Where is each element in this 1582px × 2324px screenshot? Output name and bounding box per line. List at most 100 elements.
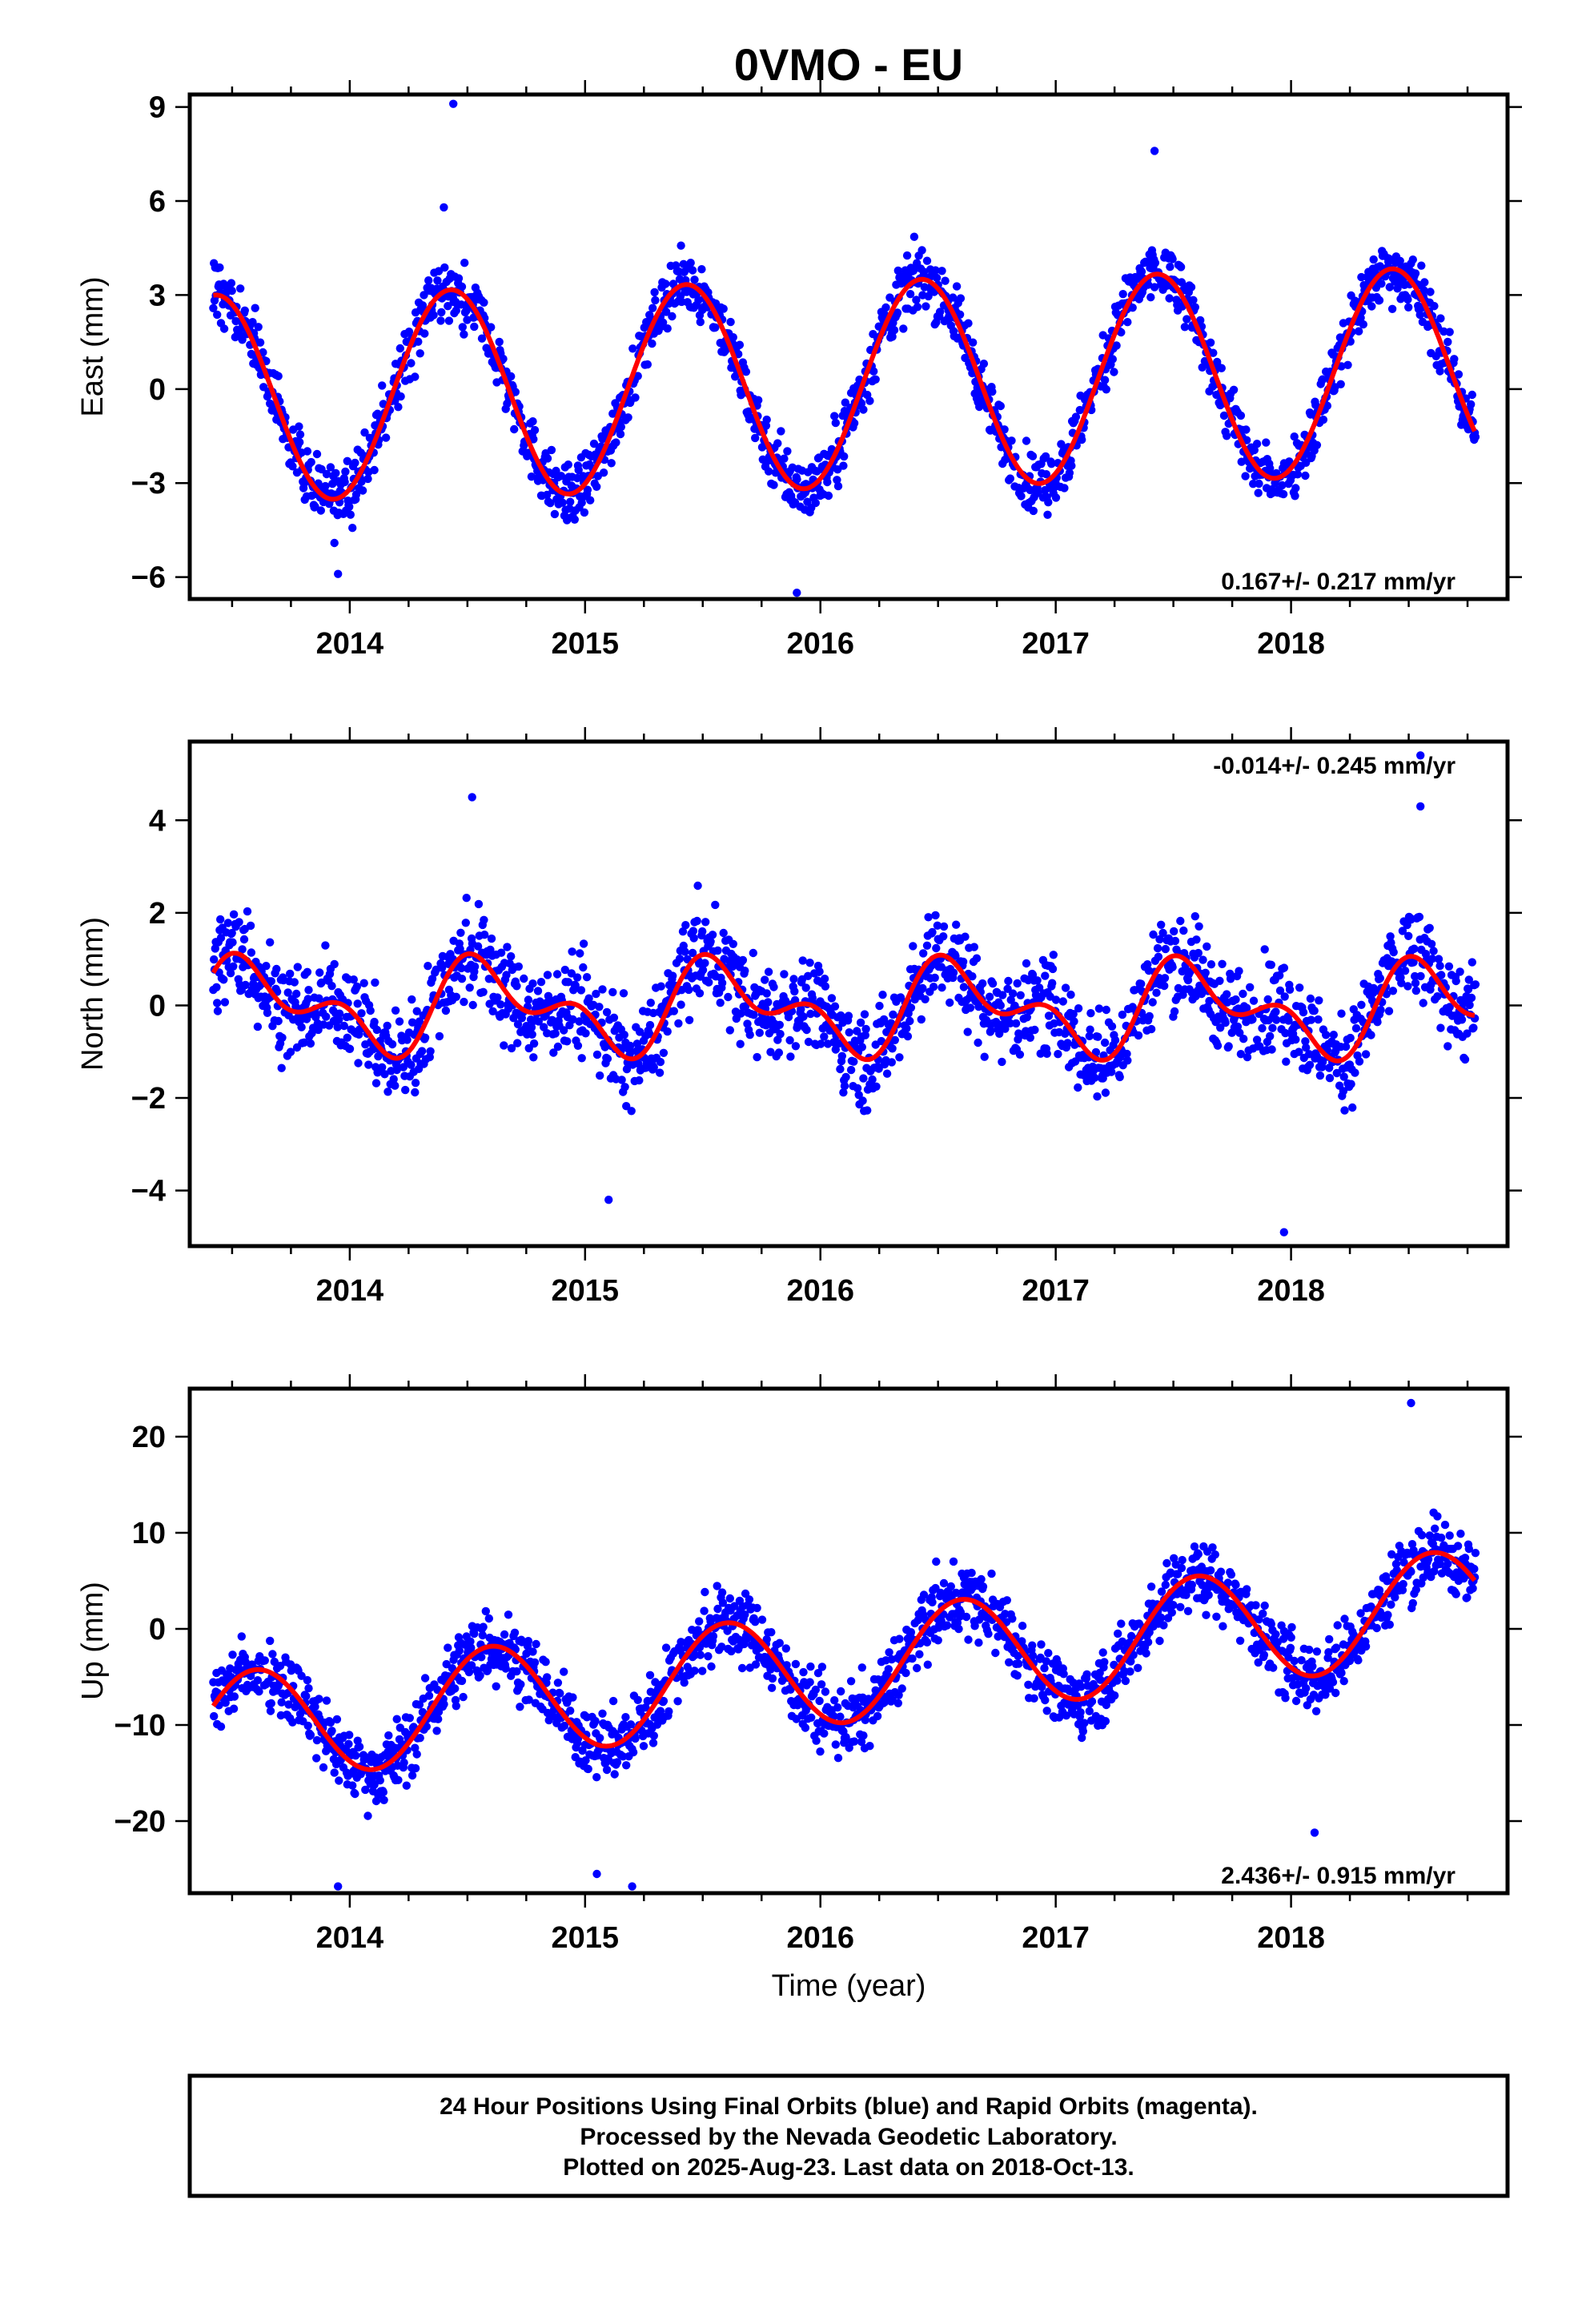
data-point xyxy=(946,998,954,1007)
data-point xyxy=(543,971,552,979)
data-point xyxy=(270,1657,279,1667)
data-point xyxy=(988,979,998,988)
data-point xyxy=(895,1053,904,1062)
data-point xyxy=(1098,1648,1107,1657)
data-point xyxy=(387,1039,397,1049)
data-point xyxy=(582,973,592,982)
y-tick-label: 0 xyxy=(149,373,166,407)
data-point xyxy=(267,1699,275,1708)
data-point xyxy=(1194,1550,1203,1558)
data-point xyxy=(216,915,225,924)
data-point xyxy=(432,1727,441,1735)
data-point xyxy=(628,1747,638,1757)
data-point xyxy=(701,918,710,927)
data-point xyxy=(656,1707,665,1715)
data-point xyxy=(741,967,749,975)
data-point xyxy=(1208,1543,1217,1552)
data-point xyxy=(789,975,798,983)
data-point xyxy=(920,283,930,292)
data-point xyxy=(1034,983,1044,992)
data-point xyxy=(470,322,479,332)
data-point xyxy=(322,469,331,479)
data-point xyxy=(906,1628,916,1637)
data-point xyxy=(576,986,586,995)
data-point xyxy=(1325,1074,1335,1083)
data-point xyxy=(522,1649,531,1659)
data-point xyxy=(905,1016,914,1026)
data-point xyxy=(283,988,292,997)
data-point xyxy=(1112,341,1121,350)
data-point xyxy=(577,498,586,507)
data-point xyxy=(1142,1649,1150,1658)
data-point xyxy=(753,1052,761,1062)
data-point xyxy=(1280,992,1289,1001)
data-point xyxy=(632,1039,642,1048)
data-point xyxy=(701,959,709,967)
data-point xyxy=(295,430,305,439)
data-point xyxy=(488,1007,497,1016)
data-point xyxy=(1278,480,1287,490)
data-point xyxy=(467,1643,476,1652)
data-point xyxy=(1159,1621,1168,1630)
data-point xyxy=(1187,1580,1197,1590)
data-point xyxy=(528,1647,537,1656)
data-point xyxy=(968,972,977,981)
data-point xyxy=(717,1588,727,1597)
data-point xyxy=(330,959,339,969)
data-point xyxy=(909,232,919,241)
data-point xyxy=(1022,959,1031,968)
data-point xyxy=(905,290,915,299)
data-point xyxy=(1411,986,1421,995)
data-point xyxy=(1434,955,1443,963)
data-point xyxy=(479,1622,488,1631)
data-point xyxy=(833,481,843,491)
data-point xyxy=(457,1676,467,1686)
data-point xyxy=(255,338,265,347)
data-point xyxy=(1346,1033,1355,1043)
data-point xyxy=(327,982,336,991)
data-point xyxy=(833,476,841,485)
data-point xyxy=(602,1007,612,1017)
fit-line xyxy=(211,951,1476,1063)
data-point xyxy=(680,1678,689,1687)
data-point xyxy=(1456,967,1464,976)
data-point xyxy=(1051,493,1061,502)
data-point xyxy=(437,308,446,317)
data-point xyxy=(857,1663,867,1672)
data-point xyxy=(673,1697,682,1706)
data-point xyxy=(221,1699,230,1707)
data-point xyxy=(1339,1087,1348,1096)
data-point xyxy=(520,974,528,983)
data-point xyxy=(543,454,552,463)
data-point xyxy=(507,952,516,961)
data-point xyxy=(507,1043,516,1053)
data-point xyxy=(961,932,970,941)
data-point xyxy=(857,399,866,408)
data-point xyxy=(1047,460,1056,468)
data-point xyxy=(366,1006,375,1015)
data-point xyxy=(1146,1582,1156,1591)
data-point xyxy=(985,992,994,1001)
data-point xyxy=(1249,480,1258,489)
data-point xyxy=(370,1780,379,1789)
data-point xyxy=(801,1723,810,1732)
data-point xyxy=(288,462,297,471)
data-point xyxy=(716,999,725,1007)
data-point xyxy=(1268,1023,1277,1032)
data-point xyxy=(560,1667,568,1676)
data-point xyxy=(303,967,312,977)
data-point xyxy=(1007,436,1016,445)
data-point xyxy=(1284,1016,1293,1025)
data-point xyxy=(564,978,572,987)
data-point xyxy=(1271,1007,1280,1016)
data-point xyxy=(678,927,688,936)
data-point xyxy=(288,1718,297,1727)
x-tick-label: 2015 xyxy=(552,1274,620,1308)
data-point xyxy=(1180,323,1190,332)
data-point xyxy=(1279,1228,1289,1236)
data-point xyxy=(648,304,657,312)
data-point xyxy=(704,1652,713,1661)
data-point xyxy=(735,340,745,349)
data-point xyxy=(1215,976,1224,986)
data-point xyxy=(1194,948,1203,958)
